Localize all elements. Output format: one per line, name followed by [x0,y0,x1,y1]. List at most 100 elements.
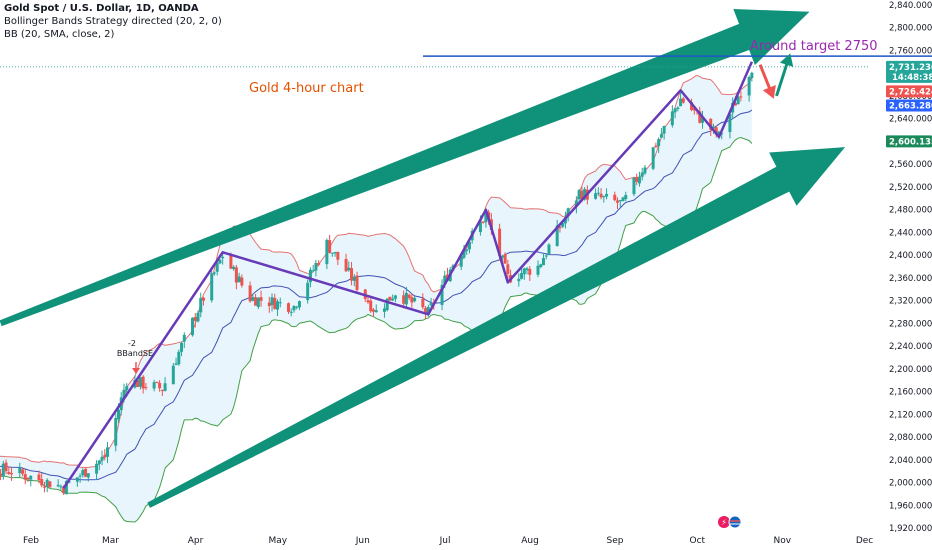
candle-body[interactable] [158,382,162,389]
candle-body[interactable] [544,255,548,257]
candle-body[interactable] [388,296,392,301]
candle-body[interactable] [350,268,354,281]
candle-body[interactable] [547,244,551,255]
candle-body[interactable] [18,467,22,474]
candle-body[interactable] [733,102,737,106]
candle-body[interactable] [371,309,375,312]
candle-body[interactable] [662,125,666,134]
candle-body[interactable] [84,468,88,477]
candle-body[interactable] [344,259,348,272]
candle-body[interactable] [637,176,641,184]
candle-body[interactable] [103,455,107,458]
candle-body[interactable] [42,486,46,488]
candle-body[interactable] [10,473,14,475]
candle-body[interactable] [404,292,408,305]
candle-body[interactable] [681,98,685,103]
candle-body[interactable] [199,297,203,313]
candle-body[interactable] [325,239,329,265]
zigzag-pattern-line[interactable] [62,61,754,489]
candle-body[interactable] [643,167,647,174]
candle-body[interactable] [78,475,82,477]
candle-body[interactable] [234,267,238,283]
candle-body[interactable] [306,282,310,301]
candle-body[interactable] [413,297,417,302]
candle-body[interactable] [229,255,233,269]
candle-body[interactable] [193,317,197,321]
candle-body[interactable] [308,269,312,283]
candle-body[interactable] [4,462,8,472]
candle-body[interactable] [736,96,740,105]
candle-body[interactable] [23,474,27,480]
candle-body[interactable] [328,240,332,253]
candle-body[interactable] [21,469,25,474]
candle-body[interactable] [739,96,743,98]
candle-body[interactable] [152,382,156,389]
candle-body[interactable] [256,297,260,308]
candle-body[interactable] [48,481,52,488]
candle-body[interactable] [295,306,299,308]
candle-body[interactable] [698,111,702,123]
candle-body[interactable] [248,285,252,302]
candle-body[interactable] [215,262,219,272]
candle-body[interactable] [561,223,565,227]
uptrend-channel-arrow-1[interactable] [0,9,810,327]
candle-body[interactable] [62,486,66,494]
candle-body[interactable] [251,297,255,301]
candle-body[interactable] [336,251,340,260]
candle-body[interactable] [114,417,118,446]
candle-body[interactable] [317,263,321,265]
legend-bollinger-bands[interactable]: BB (20, SMA, close, 2) [4,29,115,40]
candle-body[interactable] [116,409,120,420]
candle-body[interactable] [191,317,195,336]
candle-body[interactable] [717,131,721,135]
candle-body[interactable] [679,98,683,107]
forecast-down-arrow[interactable] [758,64,773,92]
candle-body[interactable] [352,276,356,281]
candle-body[interactable] [594,193,598,199]
candle-body[interactable] [196,312,200,322]
candle-body[interactable] [616,200,620,203]
candle-body[interactable] [522,268,526,275]
candle-body[interactable] [654,145,658,147]
candle-body[interactable] [539,264,543,268]
candle-body[interactable] [276,301,280,310]
candle-body[interactable] [583,189,587,200]
candle-body[interactable] [81,470,85,476]
candle-body[interactable] [0,473,3,476]
candle-body[interactable] [212,272,216,274]
candle-body[interactable] [267,302,271,307]
candle-body[interactable] [286,303,290,312]
candle-body[interactable] [574,200,578,207]
candle-body[interactable] [410,297,414,303]
candle-body[interactable] [692,108,696,111]
candle-body[interactable] [566,208,570,217]
candle-body[interactable] [270,297,274,306]
candle-body[interactable] [273,297,277,310]
candle-body[interactable] [632,177,636,195]
candle-body[interactable] [138,377,142,387]
candle-body[interactable] [163,383,167,391]
candle-body[interactable] [106,447,110,457]
candle-body[interactable] [333,252,337,254]
candle-body[interactable] [171,365,175,385]
candle-body[interactable] [711,126,715,129]
candle-body[interactable] [254,297,258,306]
candle-body[interactable] [467,241,471,250]
candle-body[interactable] [503,254,507,264]
candle-body[interactable] [484,213,488,223]
candle-body[interactable] [640,172,644,177]
candle-body[interactable] [528,268,532,275]
legend-title[interactable]: Gold Spot / U.S. Dollar, 1D, OANDA [4,3,199,14]
legend-bollinger-strategy[interactable]: Bollinger Bands Strategy directed (20, 2… [4,16,222,27]
candle-body[interactable] [369,300,373,312]
candle-body[interactable] [402,295,406,304]
candle-body[interactable] [182,334,186,342]
candle-body[interactable] [59,486,63,488]
candle-body[interactable] [670,111,674,126]
candle-body[interactable] [624,194,628,200]
candle-body[interactable] [125,386,129,391]
candle-body[interactable] [747,77,751,96]
candle-body[interactable] [37,474,41,481]
candle-body[interactable] [580,190,584,200]
